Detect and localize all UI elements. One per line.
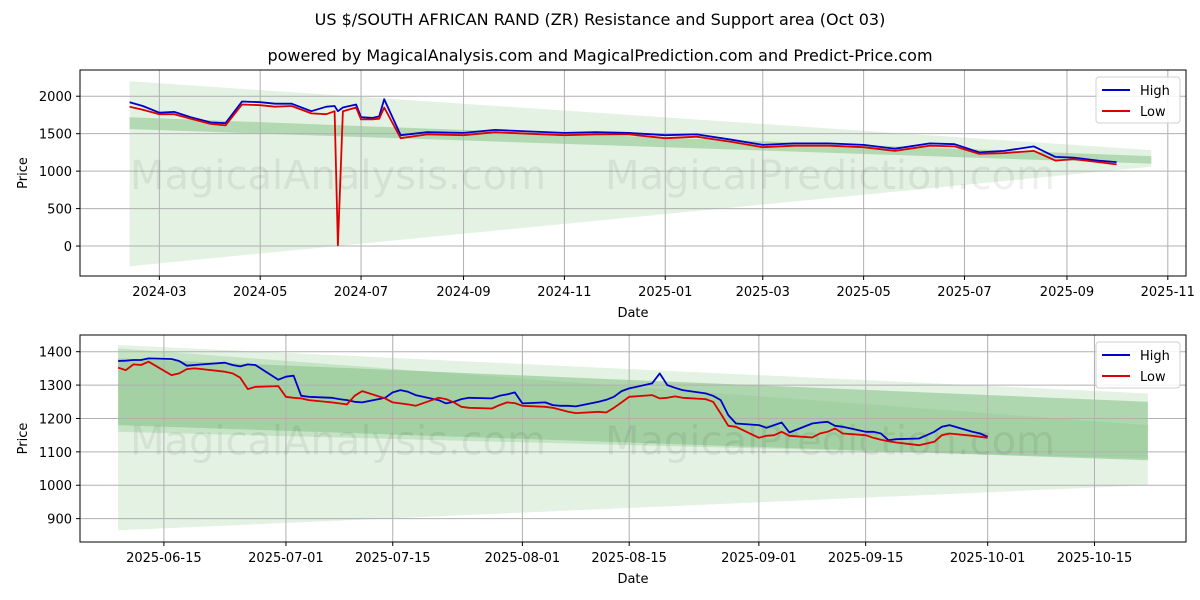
y-tick-label: 500 bbox=[47, 203, 72, 218]
x-tick-label: 2024-07 bbox=[334, 285, 388, 300]
x-tick-label: 2025-08-15 bbox=[591, 551, 667, 566]
y-tick-label: 1500 bbox=[39, 128, 72, 143]
y-tick-label: 900 bbox=[47, 513, 72, 528]
legend-label-low: Low bbox=[1140, 370, 1166, 385]
y-tick-label: 1000 bbox=[39, 479, 72, 494]
x-tick-label: 2024-09 bbox=[436, 285, 490, 300]
legend-label-high: High bbox=[1140, 349, 1170, 364]
legend: High Low bbox=[1095, 76, 1181, 124]
x-tick-label: 2025-07-15 bbox=[355, 551, 431, 566]
x-tick-label: 2024-11 bbox=[537, 285, 591, 300]
x-tick-label: 2025-09 bbox=[1040, 285, 1094, 300]
x-tick-label: 2025-06-15 bbox=[126, 551, 202, 566]
x-tick-label: 2025-07 bbox=[937, 285, 991, 300]
x-tick-label: 2025-10-15 bbox=[1057, 551, 1133, 566]
series-line-high bbox=[118, 357, 989, 442]
panel-2: 2025-06-15 2025-07-01 2025-07-15 2025-08-01… bbox=[16, 334, 1187, 587]
watermark-text: MagicalAnalysis.com bbox=[130, 153, 546, 199]
x-tick-label: 2025-07-01 bbox=[248, 551, 324, 566]
legend-label-low: Low bbox=[1140, 105, 1166, 120]
x-tick-label: 2025-09-01 bbox=[721, 551, 797, 566]
x-tick-label: 2025-11 bbox=[1141, 285, 1195, 300]
watermark-text: MagicalAnalysis.com bbox=[130, 419, 546, 465]
x-tick-label: 2025-05 bbox=[836, 285, 890, 300]
series-line-low bbox=[117, 360, 988, 447]
y-tick-label: 0 bbox=[64, 240, 72, 255]
watermark-text: MagicalPrediction.com bbox=[605, 419, 1055, 465]
y-tick-label: 1200 bbox=[39, 412, 72, 427]
x-tick-label: 2025-09-15 bbox=[828, 551, 904, 566]
x-tick-label: 2025-10-01 bbox=[950, 551, 1026, 566]
series-line-high bbox=[129, 98, 1117, 163]
panel-1: 2024-03 2024-05 2024-07 2024-09 2024-11 2025-… bbox=[16, 69, 1195, 321]
legend: High Low bbox=[1095, 341, 1181, 389]
y-tick-label: 1400 bbox=[39, 346, 72, 361]
x-tick-label: 2025-03 bbox=[736, 285, 790, 300]
x-tick-label: 2024-03 bbox=[132, 285, 186, 300]
y-axis-label: Price bbox=[16, 423, 31, 455]
band-inner bbox=[129, 117, 1152, 164]
y-tick-label: 1300 bbox=[39, 379, 72, 394]
series-line-low bbox=[129, 103, 1117, 247]
watermark-text: MagicalPrediction.com bbox=[605, 153, 1055, 199]
y-tick-label: 1100 bbox=[39, 446, 72, 461]
chart-title: US $/SOUTH AFRICAN RAND (ZR) Resistance … bbox=[314, 10, 886, 29]
chart-subtitle: powered by MagicalAnalysis.com and Magic… bbox=[267, 46, 933, 65]
y-tick-label: 1000 bbox=[39, 165, 72, 180]
plot-frame bbox=[79, 334, 1187, 543]
plot-frame bbox=[79, 69, 1187, 277]
x-tick-label: 2025-01 bbox=[638, 285, 692, 300]
x-tick-label: 2024-05 bbox=[233, 285, 287, 300]
legend-label-high: High bbox=[1140, 84, 1170, 99]
y-axis-label: Price bbox=[16, 157, 31, 189]
x-axis-label: Date bbox=[617, 306, 648, 321]
y-tick-label: 2000 bbox=[39, 90, 72, 105]
x-axis-label: Date bbox=[617, 572, 648, 587]
band-inner bbox=[118, 358, 1148, 461]
x-tick-label: 2025-08-01 bbox=[485, 551, 561, 566]
